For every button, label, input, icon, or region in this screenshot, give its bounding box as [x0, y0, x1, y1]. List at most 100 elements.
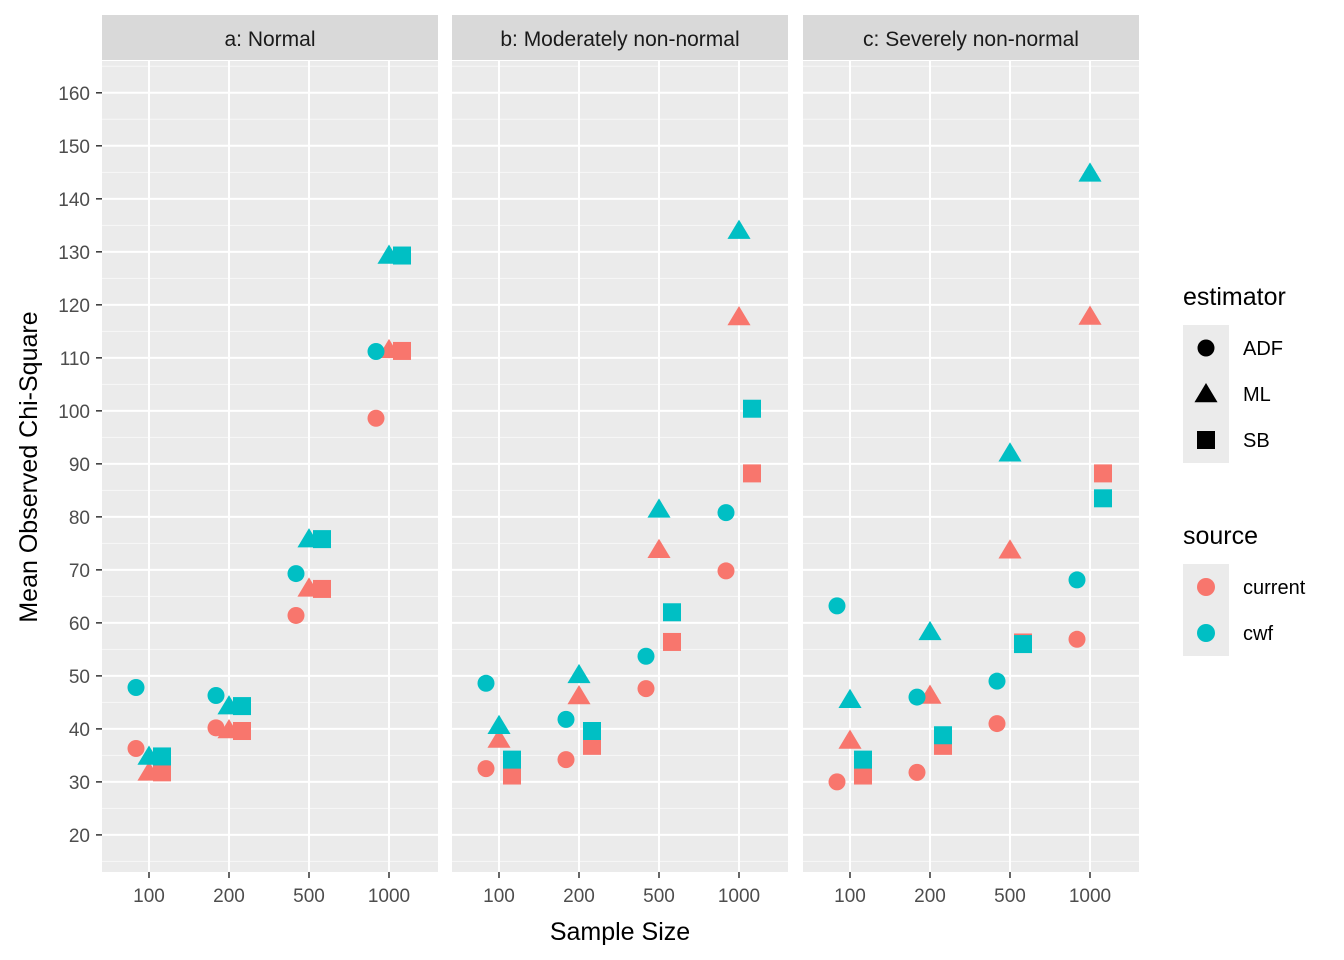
x-tick-label: 500 — [293, 886, 325, 907]
x-tick-label: 1000 — [718, 886, 760, 907]
facet-panel-c: c: Severely non-normal — [803, 15, 1139, 872]
point-adf-current-n100 — [828, 773, 846, 791]
legend-label: ML — [1243, 384, 1271, 406]
legend-key-circle — [1197, 339, 1215, 357]
point-ml-cwf-n500 — [647, 498, 671, 518]
point-ml-cwf-n200 — [918, 620, 942, 641]
panels-layer: a: Normal b: Moderately non-normal c: Seve… — [102, 15, 1139, 872]
gridlines — [452, 61, 788, 872]
point-ml-current-n500 — [647, 538, 671, 558]
facet-strip — [803, 15, 1139, 60]
legend-title: source — [1183, 522, 1258, 550]
point-ml-cwf-n200 — [567, 663, 591, 684]
point-sb-current-n500 — [313, 579, 331, 598]
point-ml-cwf-n1000 — [1078, 162, 1102, 182]
point-adf-cwf-n200 — [908, 688, 926, 706]
point-sb-current-n100 — [854, 766, 872, 785]
point-sb-cwf-n500 — [663, 603, 681, 622]
x-tick-label: 200 — [914, 886, 946, 907]
y-tick-label: 70 — [69, 561, 90, 582]
facet-strip — [452, 15, 788, 60]
legend-key-current — [1197, 578, 1215, 596]
x-tick-label: 500 — [994, 886, 1026, 907]
point-ml-cwf-n100 — [487, 714, 511, 734]
y-tick-label: 30 — [69, 773, 90, 794]
legend-key-cwf — [1197, 624, 1215, 642]
y-tick-label: 130 — [58, 243, 90, 264]
y-tick-label: 40 — [69, 720, 90, 741]
x-tick-label: 200 — [213, 886, 245, 907]
point-sb-current-n1000 — [393, 341, 411, 360]
point-sb-current-n500 — [663, 632, 681, 651]
point-sb-cwf-n200 — [583, 722, 601, 741]
legend-key-square — [1197, 431, 1215, 449]
legend-label: current — [1243, 577, 1306, 599]
point-adf-current-n1000 — [717, 562, 735, 580]
legend-label: cwf — [1243, 623, 1273, 645]
point-sb-cwf-n100 — [854, 750, 872, 769]
point-sb-current-n200 — [583, 736, 601, 755]
point-sb-current-n1000 — [1094, 464, 1112, 483]
point-sb-cwf-n500 — [1014, 635, 1032, 654]
point-adf-cwf-n1000 — [1068, 571, 1086, 589]
point-sb-cwf-n500 — [313, 530, 331, 549]
y-axis-title: Mean Observed Chi-Square — [15, 311, 43, 622]
y-tick-label: 90 — [69, 455, 90, 476]
y-tick-label: 150 — [58, 137, 90, 158]
y-tick-label: 120 — [58, 296, 90, 317]
legend: estimator ADF ML SB source current cwf — [1183, 283, 1306, 656]
legend-key-triangle — [1194, 383, 1218, 403]
gridlines — [803, 61, 1139, 872]
x-tick-label: 100 — [133, 886, 165, 907]
point-ml-cwf-n100 — [838, 688, 862, 708]
facet-panel-a: a: Normal — [102, 15, 438, 872]
panel-background — [102, 61, 438, 872]
point-sb-current-n100 — [503, 766, 521, 785]
point-ml-current-n100 — [838, 729, 862, 749]
point-ml-cwf-n1000 — [727, 219, 751, 239]
point-adf-cwf-n200 — [557, 710, 575, 728]
point-adf-current-n100 — [127, 739, 145, 757]
panel-background — [452, 61, 788, 872]
point-adf-current-n200 — [908, 763, 926, 781]
point-sb-cwf-n1000 — [1094, 489, 1112, 508]
point-ml-cwf-n500 — [998, 442, 1022, 462]
facet-strip-title: c: Severely non-normal — [863, 28, 1079, 51]
x-tick-label: 1000 — [1069, 886, 1111, 907]
legend-title: estimator — [1183, 283, 1286, 311]
data-points — [828, 162, 1112, 791]
point-adf-current-n500 — [287, 606, 305, 624]
point-adf-current-n200 — [207, 719, 225, 737]
y-tick-label: 100 — [58, 402, 90, 423]
x-axis-title: Sample Size — [550, 918, 690, 946]
point-adf-cwf-n1000 — [367, 342, 385, 360]
point-adf-cwf-n100 — [477, 674, 495, 692]
point-sb-current-n1000 — [743, 464, 761, 483]
x-tick-label: 100 — [834, 886, 866, 907]
point-adf-current-n1000 — [1068, 630, 1086, 648]
point-ml-current-n500 — [998, 539, 1022, 559]
point-sb-cwf-n200 — [934, 726, 952, 745]
point-ml-current-n200 — [567, 685, 591, 705]
point-adf-cwf-n100 — [127, 679, 145, 697]
point-sb-cwf-n1000 — [393, 246, 411, 265]
point-sb-cwf-n1000 — [743, 399, 761, 418]
axes-layer: 100 200 500 1000 100 200 500 1000 100 200 500 1000 2… — [58, 84, 1111, 907]
point-adf-cwf-n200 — [207, 686, 225, 704]
legend-label: ADF — [1243, 338, 1283, 360]
y-tick-label: 140 — [58, 190, 90, 211]
legend-label: SB — [1243, 430, 1270, 452]
y-tick-label: 50 — [69, 667, 90, 688]
point-adf-current-n500 — [637, 680, 655, 698]
point-adf-cwf-n100 — [828, 597, 846, 615]
point-sb-cwf-n100 — [153, 747, 171, 766]
point-adf-cwf-n500 — [637, 647, 655, 665]
x-tick-label: 100 — [483, 886, 515, 907]
point-sb-current-n100 — [153, 763, 171, 782]
y-tick-label: 160 — [58, 84, 90, 105]
point-adf-current-n500 — [988, 715, 1006, 733]
point-sb-cwf-n100 — [503, 750, 521, 769]
point-adf-current-n200 — [557, 751, 575, 769]
y-tick-label: 80 — [69, 508, 90, 529]
